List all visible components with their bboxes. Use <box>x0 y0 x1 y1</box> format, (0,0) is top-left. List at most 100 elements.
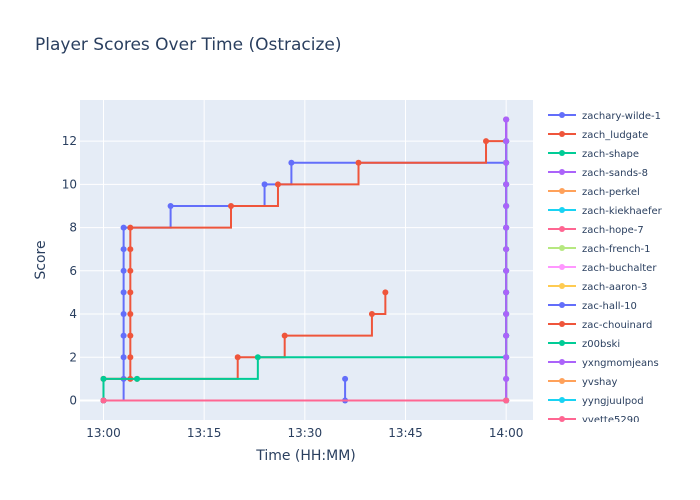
data-point <box>281 332 288 339</box>
data-point <box>127 289 134 296</box>
y-tick-label: 10 <box>62 177 77 191</box>
legend-label: zach-sands-8 <box>582 168 648 179</box>
legend-swatch-marker <box>559 264 565 270</box>
legend-swatch-marker <box>559 207 565 213</box>
data-point <box>127 354 134 361</box>
legend-swatch-marker <box>559 321 565 327</box>
chart-title: Player Scores Over Time (Ostracize) <box>35 35 342 55</box>
legend-swatch-marker <box>559 397 565 403</box>
data-point <box>127 311 134 318</box>
data-point <box>120 354 127 361</box>
data-point <box>503 138 510 145</box>
legend-item[interactable]: yxngmomjeans <box>548 358 659 369</box>
legend-item[interactable]: zac-hall-10 <box>548 301 637 312</box>
legend-item[interactable]: zach-buchalter <box>548 263 657 274</box>
series-line <box>102 119 508 401</box>
data-point <box>120 267 127 274</box>
data-point <box>120 224 127 231</box>
data-point <box>503 224 510 231</box>
legend-item[interactable]: zach-sands-8 <box>548 168 648 179</box>
data-point <box>503 246 510 253</box>
data-point <box>483 138 490 145</box>
legend-swatch-marker <box>559 359 565 365</box>
y-tick-label: 0 <box>69 394 77 408</box>
x-tick-label: 13:15 <box>187 426 222 440</box>
legend-swatch-marker <box>559 131 565 137</box>
legend-item[interactable]: zach-french-1 <box>548 244 651 255</box>
legend-item[interactable]: zach-kiekhaefer <box>548 206 663 217</box>
legend-label: zach_ludgate <box>582 130 648 141</box>
data-point <box>503 375 510 382</box>
data-point <box>355 159 362 166</box>
legend-label: zach-aaron-3 <box>582 282 647 293</box>
data-point <box>503 181 510 188</box>
legend-item[interactable]: z00bski <box>548 339 620 350</box>
legend-label: zac-hall-10 <box>582 301 637 312</box>
legend-label: zach-kiekhaefer <box>582 206 663 217</box>
legend-label: zachary-wilde-1 <box>582 111 661 122</box>
data-point <box>368 311 375 318</box>
data-point <box>127 224 134 231</box>
legend-label: yxngmomjeans <box>582 358 659 369</box>
data-point <box>288 159 295 166</box>
data-point <box>503 202 510 209</box>
legend-label: yyngjuulpod <box>582 396 644 407</box>
legend-swatch-marker <box>559 112 565 118</box>
legend-item[interactable]: zach-perkel <box>548 187 640 198</box>
y-tick-label: 8 <box>69 221 77 235</box>
data-point <box>134 375 141 382</box>
legend[interactable]: zachary-wilde-1 zach_ludgate zach-shape zac… <box>548 111 663 426</box>
legend-swatch-marker <box>559 169 565 175</box>
y-axis-title: Score <box>33 240 49 279</box>
data-point <box>120 311 127 318</box>
x-tick-label: 13:45 <box>388 426 423 440</box>
y-tick-label: 2 <box>69 350 77 364</box>
legend-item[interactable]: zach_ludgate <box>548 130 648 141</box>
data-point <box>274 181 281 188</box>
legend-label: zach-buchalter <box>582 263 657 274</box>
legend-swatch-marker <box>559 378 565 384</box>
legend-item[interactable]: zac-chouinard <box>548 320 652 331</box>
data-point <box>382 289 389 296</box>
data-point <box>120 246 127 253</box>
data-point <box>503 289 510 296</box>
data-point <box>228 202 234 209</box>
legend-swatch-marker <box>559 226 565 232</box>
data-point <box>234 354 241 361</box>
y-tick-label: 4 <box>69 307 77 321</box>
legend-label: zac-chouinard <box>582 320 652 331</box>
legend-label: zach-perkel <box>582 187 640 198</box>
data-point <box>503 332 510 339</box>
data-point <box>503 354 510 361</box>
legend-item[interactable]: yvette5290 <box>548 415 639 426</box>
y-tick-label: 6 <box>69 264 77 278</box>
data-point <box>120 289 127 296</box>
legend-item[interactable]: zach-aaron-3 <box>548 282 647 293</box>
legend-label: z00bski <box>582 339 620 350</box>
legend-item[interactable]: yyngjuulpod <box>548 396 644 407</box>
legend-label: zach-french-1 <box>582 244 651 255</box>
legend-swatch-marker <box>559 245 565 251</box>
data-point <box>342 375 349 382</box>
data-point <box>127 332 134 339</box>
legend-label: zach-hope-7 <box>582 225 644 236</box>
legend-item[interactable]: zachary-wilde-1 <box>548 111 661 122</box>
data-point <box>503 311 510 318</box>
data-point <box>261 181 268 188</box>
data-point <box>503 159 510 166</box>
data-point <box>254 354 261 361</box>
legend-label: zach-shape <box>582 149 639 160</box>
series-yvette5290 <box>100 397 510 404</box>
legend-swatch-marker <box>559 283 565 289</box>
data-point <box>127 246 134 253</box>
x-tick-label: 13:00 <box>86 426 121 440</box>
data-point <box>120 332 127 339</box>
x-tick-label: 13:30 <box>288 426 323 440</box>
axis-ticks: 13:00 13:15 13:30 13:45 14:00 0 2 4 6 8 10 12 <box>62 134 524 440</box>
legend-swatch-marker <box>559 340 565 346</box>
legend-item[interactable]: zach-shape <box>548 149 639 160</box>
legend-item[interactable]: yvshay <box>548 377 618 388</box>
legend-swatch-marker <box>559 150 565 156</box>
legend-label: yvette5290 <box>582 415 639 426</box>
legend-item[interactable]: zach-hope-7 <box>548 225 644 236</box>
